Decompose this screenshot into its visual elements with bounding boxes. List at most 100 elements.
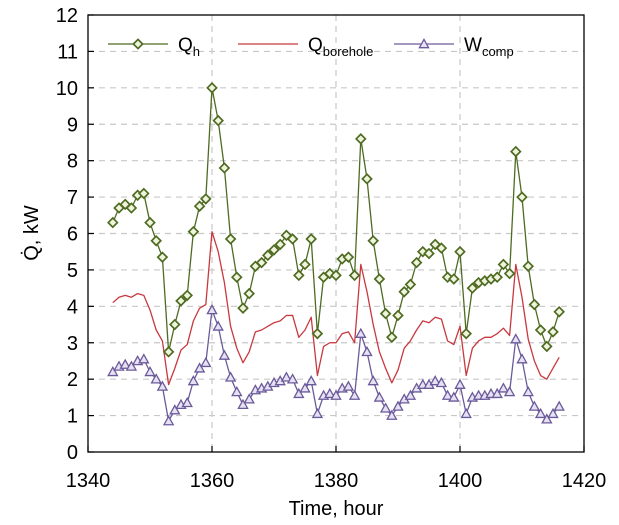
data-point-q-h bbox=[299, 258, 311, 271]
data-point-w-comp bbox=[429, 375, 441, 386]
data-point-q-h bbox=[199, 193, 212, 205]
y-tick-label: 10 bbox=[56, 78, 78, 100]
data-point-q-h bbox=[379, 307, 392, 320]
y-tick-label: 11 bbox=[57, 41, 78, 63]
data-point-w-comp bbox=[218, 349, 231, 360]
data-point-w-comp bbox=[293, 387, 305, 399]
y-tick-label: 5 bbox=[67, 260, 78, 282]
data-point-q-h bbox=[460, 327, 473, 340]
data-point-w-comp bbox=[503, 385, 516, 397]
y-tick-label: 7 bbox=[67, 187, 78, 209]
legend: Qh Qborehole Wcomp bbox=[108, 35, 514, 59]
data-point-q-h bbox=[168, 318, 181, 331]
data-point-q-h bbox=[280, 229, 293, 242]
data-point-q-h bbox=[354, 133, 367, 145]
data-point-w-comp bbox=[280, 371, 293, 382]
data-point-w-comp bbox=[404, 389, 417, 400]
data-point-q-h bbox=[522, 260, 535, 273]
data-point-w-comp bbox=[212, 320, 224, 331]
data-point-q-h bbox=[175, 295, 187, 307]
data-point-w-comp bbox=[373, 391, 386, 402]
data-point-q-h bbox=[447, 273, 460, 285]
data-point-q-h bbox=[181, 289, 194, 302]
data-point-w-comp bbox=[206, 304, 218, 315]
data-point-w-comp bbox=[125, 360, 138, 371]
y-tick-label: 4 bbox=[67, 296, 78, 318]
data-point-w-comp bbox=[348, 389, 361, 400]
data-point-w-comp bbox=[355, 327, 367, 338]
legend-label: Wcomp bbox=[464, 35, 514, 59]
data-point-w-comp bbox=[243, 393, 255, 404]
data-point-w-comp bbox=[181, 396, 193, 408]
data-point-w-comp bbox=[441, 389, 454, 400]
data-point-q-h bbox=[516, 191, 528, 203]
y-tick-label: 12 bbox=[56, 5, 78, 27]
data-point-q-h bbox=[125, 202, 138, 214]
data-point-w-comp bbox=[448, 391, 460, 402]
data-point-w-comp bbox=[516, 353, 528, 364]
legend-marker bbox=[418, 38, 430, 49]
data-point-w-comp bbox=[193, 362, 206, 373]
data-point-q-h bbox=[404, 278, 417, 291]
data-point-q-h bbox=[454, 245, 466, 258]
data-point-q-h bbox=[305, 233, 318, 245]
data-point-w-comp bbox=[237, 398, 249, 409]
data-point-w-comp bbox=[522, 385, 534, 397]
data-point-q-h bbox=[410, 256, 423, 269]
data-point-q-h bbox=[150, 234, 163, 247]
data-point-w-comp bbox=[187, 375, 200, 386]
data-point-q-h bbox=[441, 271, 454, 284]
data-point-w-comp bbox=[534, 407, 547, 419]
x-axis-title: Time, hour bbox=[289, 498, 384, 520]
data-point-q-h bbox=[330, 269, 342, 282]
data-point-w-comp bbox=[379, 402, 392, 413]
y-tick-label: 8 bbox=[67, 151, 78, 173]
data-point-w-comp bbox=[231, 385, 243, 397]
data-point-w-comp bbox=[491, 387, 503, 399]
data-point-w-comp bbox=[156, 380, 169, 391]
data-point-q-h bbox=[540, 340, 553, 353]
data-point-q-h bbox=[261, 249, 274, 262]
data-point-q-h bbox=[342, 251, 355, 263]
data-point-w-comp bbox=[169, 404, 181, 415]
data-point-w-comp bbox=[138, 353, 150, 364]
y-tick-label: 3 bbox=[67, 333, 78, 355]
data-point-w-comp bbox=[299, 382, 311, 393]
data-point-w-comp bbox=[342, 380, 355, 391]
x-tick-label: 1400 bbox=[438, 470, 483, 492]
data-point-w-comp bbox=[361, 345, 373, 357]
data-point-q-h bbox=[503, 267, 516, 280]
data-point-q-h bbox=[255, 256, 268, 269]
y-tick-label: 0 bbox=[67, 442, 78, 464]
data-point-w-comp bbox=[330, 389, 342, 400]
data-point-w-comp bbox=[119, 358, 131, 369]
y-tick-label: 2 bbox=[67, 369, 78, 391]
data-point-w-comp bbox=[305, 375, 317, 386]
data-point-q-h bbox=[398, 285, 411, 298]
data-point-q-h bbox=[348, 269, 361, 282]
data-point-q-h bbox=[416, 245, 429, 258]
data-point-w-comp bbox=[435, 376, 448, 388]
series-line-q-borehole bbox=[112, 231, 560, 386]
legend-label: Qh bbox=[178, 35, 200, 59]
data-point-w-comp bbox=[541, 413, 553, 424]
data-point-w-comp bbox=[553, 400, 565, 411]
data-point-q-h bbox=[292, 269, 305, 282]
x-tick-label: 1380 bbox=[314, 470, 359, 492]
data-point-w-comp bbox=[497, 382, 510, 393]
data-point-w-comp bbox=[224, 371, 237, 382]
data-point-q-h bbox=[528, 298, 541, 311]
x-tick-label: 1420 bbox=[562, 470, 607, 492]
y-axis-title: Q̇, kW bbox=[21, 205, 43, 261]
data-point-w-comp bbox=[528, 400, 541, 411]
data-point-q-h bbox=[224, 233, 237, 245]
data-point-q-h bbox=[553, 305, 566, 318]
data-point-w-comp bbox=[324, 387, 336, 399]
data-point-q-h bbox=[392, 309, 404, 322]
legend-marker bbox=[132, 38, 144, 50]
data-point-q-h bbox=[230, 271, 243, 284]
marker-layer bbox=[106, 82, 566, 426]
data-point-q-h bbox=[435, 242, 448, 254]
data-point-q-h bbox=[237, 302, 249, 314]
